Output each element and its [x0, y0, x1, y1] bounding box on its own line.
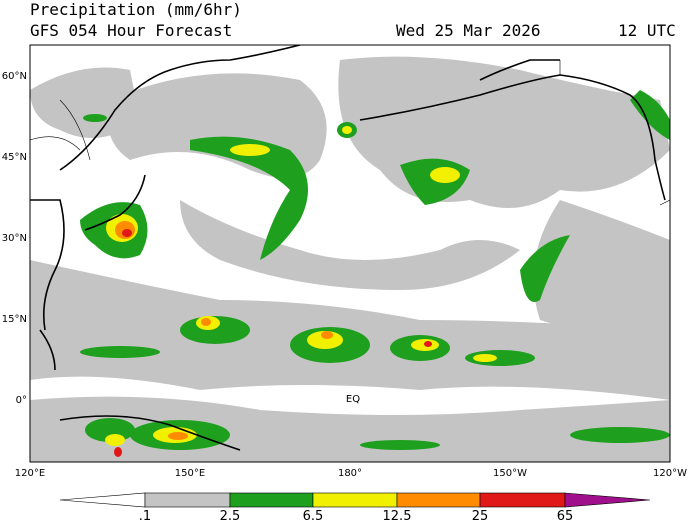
lon-labels: 120°E 150°E 180° 150°W 120°W	[15, 468, 687, 479]
lat-label: 60°N	[2, 71, 27, 82]
color-bar-labels: .1 2.5 6.5 12.5 25 65	[139, 509, 573, 524]
color-bar-label: 25	[472, 509, 489, 524]
lat-label: 30°N	[2, 233, 27, 244]
map-area	[30, 45, 670, 462]
color-bar-label: 6.5	[303, 509, 324, 524]
equator-label: EQ	[346, 394, 360, 405]
color-bar-label: 12.5	[383, 509, 412, 524]
lon-label: 180°	[338, 468, 362, 479]
lon-label: 150°W	[493, 468, 527, 479]
forecast-time: 12 UTC	[618, 21, 676, 40]
lon-label: 150°E	[175, 468, 205, 479]
color-bar-label: 2.5	[220, 509, 241, 524]
lat-label: 0°	[16, 395, 27, 406]
lat-label: 15°N	[2, 314, 27, 325]
forecast-date: Wed 25 Mar 2026	[396, 21, 541, 40]
lat-label: 45°N	[2, 152, 27, 163]
color-bar-label: .1	[139, 509, 151, 524]
lon-label: 120°E	[15, 468, 45, 479]
map-subtitle: GFS 054 Hour Forecast	[30, 21, 232, 40]
lon-label: 120°W	[653, 468, 687, 479]
lat-labels: 60°N 45°N 30°N 15°N 0°	[2, 71, 27, 406]
color-bar	[59, 492, 651, 508]
color-bar-label: 65	[557, 509, 574, 524]
map-title: Precipitation (mm/6hr)	[30, 0, 242, 19]
